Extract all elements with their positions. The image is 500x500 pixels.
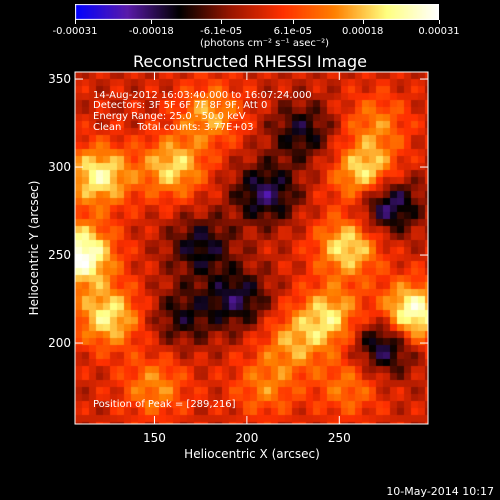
colorbar-tick-label: 6.1e-05: [273, 26, 313, 37]
colorbar-tick-mark: [439, 20, 440, 24]
colorbar-tick-mark: [362, 20, 364, 24]
plot-frame: [74, 71, 429, 425]
colorbar: [75, 4, 439, 20]
y-tick-label: 350: [48, 72, 71, 86]
colorbar-tick-mark: [151, 20, 153, 24]
colorbar-tick-label: -6.1e-05: [200, 26, 243, 37]
colorbar-tick-label: -0.00018: [128, 26, 174, 37]
heatmap-image: [75, 72, 428, 424]
annotation-energy-range: Energy Range: 25.0 - 50.0 keV: [93, 111, 246, 122]
y-tick-label: 200: [48, 336, 71, 350]
colorbar-units: (photons cm⁻² s⁻¹ asec⁻²): [200, 38, 330, 49]
colorbar-tick-mark: [75, 20, 76, 24]
y-tick-label: 250: [48, 248, 71, 262]
colorbar-tick-label: 0.00031: [418, 26, 460, 37]
colorbar-tick-mark: [221, 20, 223, 24]
colorbar-tick-label: -0.00031: [52, 26, 98, 37]
colorbar-tick-mark: [292, 20, 294, 24]
annotation-total-counts: Clean Total counts: 3.77E+03: [93, 122, 253, 133]
annotation-peak-position: Position of Peak = [289,216]: [93, 399, 236, 410]
colorbar-tick-label: 0.00018: [341, 26, 384, 37]
annotation-detectors: Detectors: 3F 5F 6F 7F 8F 9F, Att 0: [93, 100, 267, 111]
x-axis-label: Heliocentric X (arcsec): [184, 447, 320, 461]
footer-timestamp: 10-May-2014 10:17: [386, 485, 494, 498]
annotation-time-range: 14-Aug-2012 16:03:40.000 to 16:07:24.000: [93, 90, 312, 101]
x-tick-label: 200: [235, 431, 258, 445]
y-axis-label: Heliocentric Y (arcsec): [27, 181, 41, 316]
chart-title: Reconstructed RHESSI Image: [133, 52, 367, 71]
x-tick-label: 150: [143, 431, 166, 445]
x-tick-label: 250: [328, 431, 351, 445]
y-tick-label: 300: [48, 160, 71, 174]
